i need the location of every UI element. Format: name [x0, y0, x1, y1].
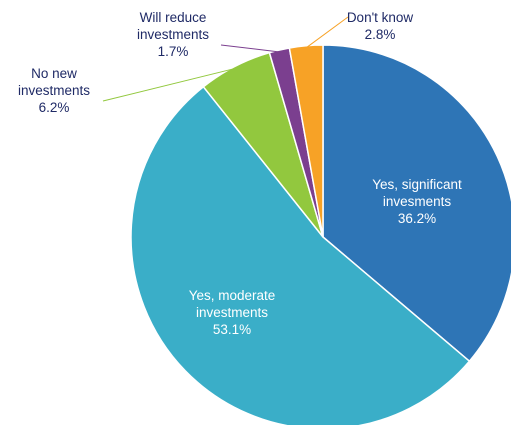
pie-slice: [130, 85, 471, 425]
leader-line: [306, 16, 349, 49]
slice-label: Will reduce investments 1.7%: [137, 10, 209, 59]
leader-line: [220, 44, 280, 53]
pie-slice: [322, 44, 511, 363]
slice-value-label: 36.2%: [398, 211, 436, 226]
slice-value-label: 53.1%: [213, 322, 251, 337]
slice-label: Yes, moderate investments 53.1%: [189, 288, 276, 337]
slice-name-label: investments: [196, 305, 268, 320]
leader-lines: [102, 16, 349, 102]
pie-slice: [288, 44, 324, 238]
leader-line: [102, 67, 236, 102]
slice-name-label: invesments: [383, 194, 452, 209]
slice-name-label: investments: [18, 83, 90, 98]
slice-name-label: Yes, significant: [372, 177, 462, 192]
slice-label: Yes, significant invesments 36.2%: [372, 177, 462, 226]
slice-label: No new investments 6.2%: [18, 66, 90, 115]
slice-value-label: 6.2%: [39, 100, 70, 115]
slice-name-label: No new: [31, 66, 77, 81]
slice-name-label: Don't know: [347, 10, 414, 25]
slice-labels: Yes, significant invesments 36.2% Yes, mode…: [18, 10, 462, 337]
slice-name-label: Will reduce: [140, 10, 207, 25]
slice-value-label: 2.8%: [365, 27, 396, 42]
slice-name-label: investments: [137, 27, 209, 42]
slice-name-label: Yes, moderate: [189, 288, 276, 303]
slice-value-label: 1.7%: [158, 44, 189, 59]
pie-slices: [130, 44, 511, 425]
slice-label: Don't know 2.8%: [347, 10, 414, 42]
